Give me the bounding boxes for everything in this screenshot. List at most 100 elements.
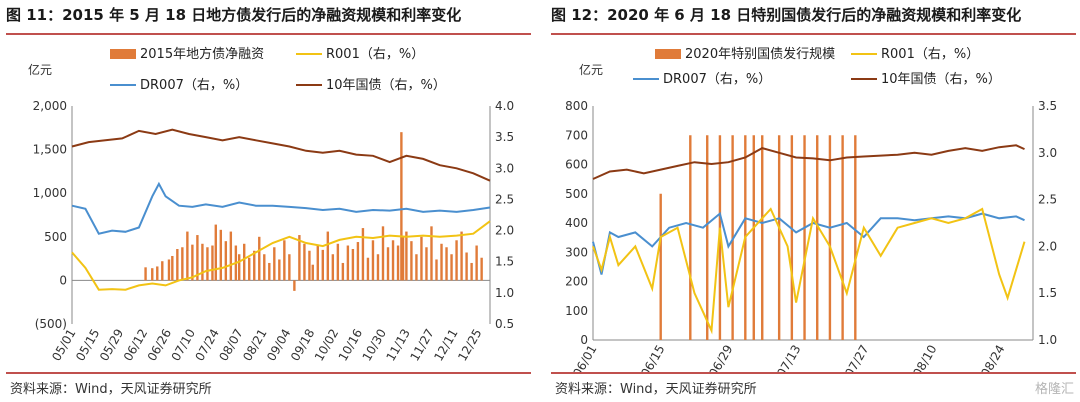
bar: [283, 240, 286, 281]
left-tick-label: 100: [565, 304, 588, 318]
bar: [415, 254, 418, 281]
bar: [258, 236, 261, 281]
bar: [376, 254, 380, 281]
bar: [351, 249, 355, 281]
bar: [803, 135, 806, 340]
left-tick-label: (500): [35, 317, 67, 331]
legend-label: R001（右，%）: [326, 47, 424, 62]
right-tick-label: 4.0: [495, 99, 514, 113]
gov10-line: [71, 128, 491, 182]
legend-label: 2015年地方债净融资: [140, 46, 264, 62]
legend-label: DR007（右，%）: [663, 72, 771, 87]
chart-canvas-right: 2020年特别国债发行规模 R001（右，%） DR007（右，%） 10年国债（右，…: [565, 46, 1057, 373]
chart-panel-left: 图 11：2015 年 5 月 18 日地方债发行后的净融资规模和利率变化 20…: [0, 0, 535, 402]
bar: [400, 132, 403, 281]
bar: [308, 250, 311, 281]
bar: [303, 243, 306, 281]
bar: [224, 241, 228, 281]
bar: [214, 224, 217, 281]
watermark: 格隆汇: [1034, 382, 1074, 397]
r001-line: [71, 220, 491, 291]
bar: [346, 245, 350, 281]
bar: [336, 243, 340, 281]
bar: [761, 135, 764, 340]
bar: [273, 247, 276, 281]
bar: [361, 228, 365, 281]
bar: [176, 249, 179, 281]
bar: [854, 135, 857, 340]
right-tick-label: 2.5: [495, 192, 514, 206]
source-rule: [551, 372, 1076, 374]
bar: [450, 254, 453, 281]
bar: [470, 262, 473, 281]
left-axis-unit: 亿元: [579, 62, 603, 77]
bar: [321, 249, 324, 281]
legend-label: 10年国债（右，%）: [881, 72, 1001, 87]
x-tick-label: 06/15: [638, 343, 667, 373]
bar: [206, 247, 209, 281]
bar: [161, 261, 164, 281]
bar: [263, 254, 266, 281]
bar: [268, 262, 271, 281]
bar: [410, 241, 413, 281]
bar: [151, 268, 154, 281]
bar: [689, 135, 692, 340]
bar: [191, 244, 194, 281]
bar: [144, 267, 147, 281]
source-note: 资料来源：Wind，天风证券研究所: [10, 382, 212, 397]
bar: [659, 193, 662, 340]
legend-label: DR007（右，%）: [140, 78, 248, 93]
x-tick-label: 08/24: [978, 343, 1007, 373]
title-rule: [551, 33, 1076, 35]
chart-title: 图 11：2015 年 5 月 18 日地方债发行后的净融资规模和利率变化: [6, 6, 462, 24]
bar: [381, 226, 385, 281]
left-tick-label: 0: [59, 273, 67, 287]
dr007-line: [71, 181, 491, 235]
right-tick-label: 1.0: [1038, 333, 1057, 347]
left-tick-label: 800: [565, 99, 588, 113]
right-tick-label: 3.5: [1038, 99, 1057, 113]
x-tick-label: 06/01: [570, 343, 599, 373]
title-rule: [6, 33, 531, 35]
legend-label: 10年国债（右，%）: [326, 78, 446, 93]
right-tick-label: 1.5: [1038, 286, 1057, 300]
bar: [396, 245, 400, 281]
bar: [386, 247, 390, 281]
bar: [341, 262, 345, 281]
right-tick-label: 0.5: [495, 317, 514, 331]
right-tick-label: 1.5: [495, 255, 514, 269]
right-tick-label: 3.0: [1038, 146, 1057, 160]
bar: [196, 235, 199, 281]
bar: [248, 257, 251, 281]
right-tick-label: 2.0: [495, 224, 514, 238]
bar: [401, 236, 405, 281]
bar: [828, 135, 832, 340]
bar: [430, 226, 433, 281]
bar: [445, 247, 448, 281]
x-tick-label: 08/10: [910, 343, 939, 373]
bar: [253, 250, 256, 281]
bar: [460, 231, 463, 281]
left-axis-unit: 亿元: [28, 62, 52, 77]
bar: [420, 236, 423, 281]
bar: [425, 247, 428, 281]
bar: [435, 259, 438, 281]
right-tick-label: 2.5: [1038, 193, 1057, 207]
bar: [475, 245, 478, 281]
r001-line: [592, 207, 1026, 335]
left-tick-label: 1,500: [33, 143, 67, 157]
left-tick-label: 500: [565, 187, 588, 201]
x-tick-label: 07/27: [842, 343, 871, 373]
chart-title: 图 12：2020 年 6 月 18 日特别国债发行后的净融资规模和利率变化: [551, 6, 1022, 24]
bar: [790, 135, 794, 340]
left-tick-label: 0: [580, 333, 588, 347]
x-tick-label: 12/25: [455, 327, 484, 364]
bar: [391, 240, 395, 281]
right-tick-label: 3.0: [495, 161, 514, 175]
bar: [326, 231, 330, 281]
bar: [752, 135, 755, 340]
chart-canvas-left: 2015年地方债净融资 R001（右，%） DR007（右，%） 10年国债（右，%）…: [28, 46, 514, 364]
left-tick-label: 700: [565, 128, 588, 142]
bar: [278, 259, 281, 281]
left-tick-label: 300: [565, 245, 588, 259]
